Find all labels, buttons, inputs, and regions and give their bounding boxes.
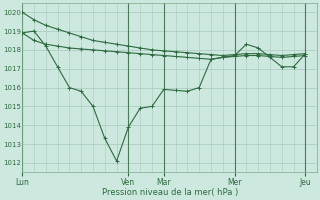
X-axis label: Pression niveau de la mer( hPa ): Pression niveau de la mer( hPa )	[101, 188, 238, 197]
